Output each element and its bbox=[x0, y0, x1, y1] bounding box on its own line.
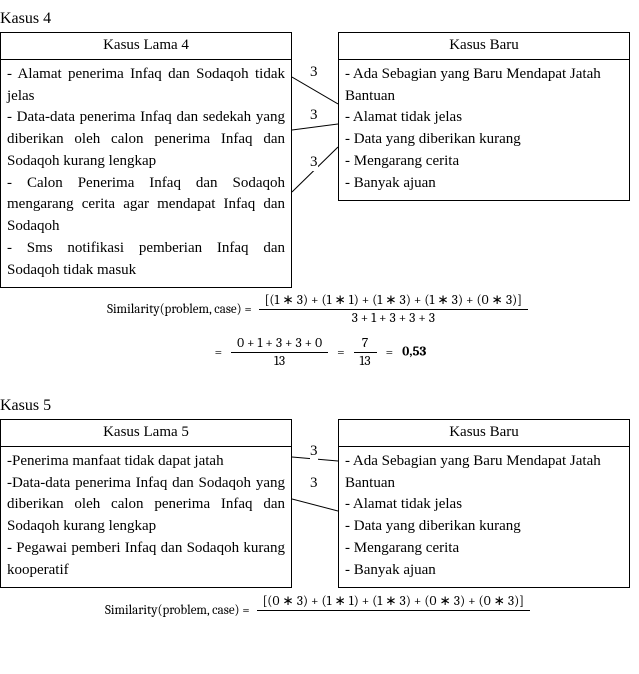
connector-weight: 3 bbox=[310, 64, 318, 81]
formula-fraction: [(1 ∗ 3) + (1 ∗ 1) + (1 ∗ 3) + (1 ∗ 3) +… bbox=[259, 292, 528, 326]
formula-numerator: 0 + 1 + 3 + 3 + 0 bbox=[231, 336, 328, 353]
list-item: - Data-data penerima Infaq dan sedekah y… bbox=[7, 107, 285, 172]
formula-lhs: Similarity(problem, case) = bbox=[107, 302, 256, 317]
kasus5-left-header: Kasus Lama 5 bbox=[1, 420, 291, 447]
kasus5-right-box: Kasus Baru - Ada Sebagian yang Baru Mend… bbox=[338, 419, 630, 588]
formula-lhs-text: Similarity(problem, case) bbox=[107, 302, 242, 317]
list-item: - Pegawai pemberi Infaq dan Sodaqoh kura… bbox=[7, 538, 285, 582]
formula-denominator: 13 bbox=[231, 353, 328, 369]
kasus4-right-body: - Ada Sebagian yang Baru Mendapat Jatah … bbox=[339, 60, 629, 201]
connector-weight: 3 bbox=[310, 107, 318, 124]
kasus4-connectors: 3 3 3 bbox=[292, 32, 338, 274]
kasus4-formula-line2: = 0 + 1 + 3 + 3 + 0 13 = 7 13 = 0,53 bbox=[0, 336, 635, 369]
equals-sign: = bbox=[331, 345, 350, 360]
formula-result: 0,53 bbox=[402, 345, 426, 360]
page: Kasus 4 Kasus Lama 4 - Alamat penerima I… bbox=[0, 0, 639, 637]
kasus4-formula-line1: Similarity(problem, case) = [(1 ∗ 3) + (… bbox=[0, 292, 635, 326]
kasus5-left-box: Kasus Lama 5 -Penerima manfaat tidak dap… bbox=[0, 419, 292, 588]
connector-weight: 3 bbox=[310, 154, 318, 171]
kasus5-title: Kasus 5 bbox=[0, 397, 635, 415]
list-item: - Calon Penerima Infaq dan Sodaqoh menga… bbox=[7, 173, 285, 238]
equals-sign: = bbox=[209, 345, 228, 360]
formula-fraction: 0 + 1 + 3 + 3 + 0 13 bbox=[231, 336, 328, 369]
list-item: - Ada Sebagian yang Baru Mendapat Jatah … bbox=[345, 64, 623, 108]
list-item: - Alamat tidak jelas bbox=[345, 494, 623, 516]
list-item: - Data yang diberikan kurang bbox=[345, 516, 623, 538]
list-item: - Ada Sebagian yang Baru Mendapat Jatah … bbox=[345, 451, 623, 495]
connector-lines-icon bbox=[292, 419, 338, 579]
formula-numerator: [(1 ∗ 3) + (1 ∗ 1) + (1 ∗ 3) + (1 ∗ 3) +… bbox=[259, 292, 528, 310]
kasus5-right-body: - Ada Sebagian yang Baru Mendapat Jatah … bbox=[339, 447, 629, 588]
list-item: - Banyak ajuan bbox=[345, 560, 623, 582]
list-item: - Banyak ajuan bbox=[345, 173, 623, 195]
formula-numerator: [(0 ∗ 3) + (1 ∗ 1) + (1 ∗ 3) + (0 ∗ 3) +… bbox=[257, 593, 530, 611]
connector-weight: 3 bbox=[310, 475, 318, 492]
kasus5-formula-line1: Similarity(problem, case) = [(0 ∗ 3) + (… bbox=[0, 593, 635, 627]
list-item: - Data yang diberikan kurang bbox=[345, 129, 623, 151]
formula-fraction: 7 13 bbox=[354, 336, 377, 369]
kasus5-connectors: 3 3 bbox=[292, 419, 338, 579]
formula-numerator: 7 bbox=[354, 336, 377, 353]
formula-lhs-text: Similarity(problem, case) bbox=[105, 603, 240, 618]
kasus5-row: Kasus Lama 5 -Penerima manfaat tidak dap… bbox=[0, 419, 630, 579]
list-item: -Penerima manfaat tidak dapat jatah bbox=[7, 451, 285, 473]
list-item: -Data-data penerima Infaq dan Sodaqoh ya… bbox=[7, 473, 285, 538]
kasus4-right-header: Kasus Baru bbox=[339, 33, 629, 60]
kasus4-right-box: Kasus Baru - Ada Sebagian yang Baru Mend… bbox=[338, 32, 630, 201]
kasus4-title: Kasus 4 bbox=[0, 10, 635, 28]
kasus4-row: Kasus Lama 4 - Alamat penerima Infaq dan… bbox=[0, 32, 630, 274]
list-item: - Mengarang cerita bbox=[345, 538, 623, 560]
kasus4-left-body: - Alamat penerima Infaq dan Sodaqoh tida… bbox=[1, 60, 291, 288]
list-item: - Alamat tidak jelas bbox=[345, 107, 623, 129]
kasus5-right-header: Kasus Baru bbox=[339, 420, 629, 447]
kasus4-left-header: Kasus Lama 4 bbox=[1, 33, 291, 60]
formula-denominator: 13 bbox=[354, 353, 377, 369]
kasus5-left-body: -Penerima manfaat tidak dapat jatah -Dat… bbox=[1, 447, 291, 588]
formula-denominator bbox=[257, 611, 530, 627]
list-item: - Mengarang cerita bbox=[345, 151, 623, 173]
connector-weight: 3 bbox=[310, 443, 318, 460]
formula-denominator: 3 + 1 + 3 + 3 + 3 bbox=[259, 310, 528, 326]
list-item: - Alamat penerima Infaq dan Sodaqoh tida… bbox=[7, 64, 285, 108]
formula-lhs: Similarity(problem, case) = bbox=[105, 603, 254, 618]
kasus4-left-box: Kasus Lama 4 - Alamat penerima Infaq dan… bbox=[0, 32, 292, 288]
connector-lines-icon bbox=[292, 32, 338, 272]
formula-fraction: [(0 ∗ 3) + (1 ∗ 1) + (1 ∗ 3) + (0 ∗ 3) +… bbox=[257, 593, 530, 627]
equals-sign: = bbox=[380, 345, 399, 360]
list-item: - Sms notifikasi pemberian Infaq dan Sod… bbox=[7, 238, 285, 282]
